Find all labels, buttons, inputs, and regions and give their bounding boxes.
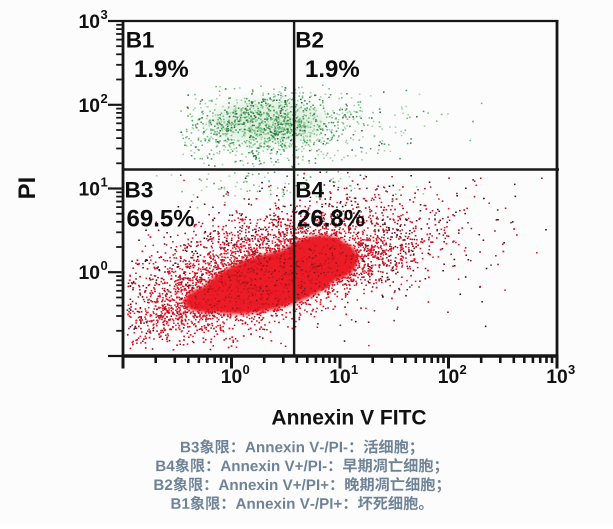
svg-text:1: 1 bbox=[351, 362, 358, 377]
svg-text:10: 10 bbox=[79, 263, 100, 284]
svg-text:1.9%: 1.9% bbox=[305, 56, 360, 83]
svg-text:Annexin V FITC: Annexin V FITC bbox=[271, 407, 426, 430]
svg-text:10: 10 bbox=[221, 367, 242, 388]
svg-text:10: 10 bbox=[79, 180, 100, 201]
svg-text:B1: B1 bbox=[126, 28, 155, 53]
svg-text:2: 2 bbox=[460, 362, 467, 377]
svg-text:PI: PI bbox=[14, 177, 41, 200]
svg-text:3: 3 bbox=[101, 7, 108, 22]
svg-text:1: 1 bbox=[101, 175, 108, 190]
svg-text:10: 10 bbox=[79, 12, 100, 33]
svg-text:69.5%: 69.5% bbox=[127, 206, 195, 233]
svg-text:0: 0 bbox=[101, 258, 108, 273]
svg-text:B3: B3 bbox=[125, 177, 154, 202]
svg-text:10: 10 bbox=[438, 367, 459, 388]
svg-text:10: 10 bbox=[546, 367, 567, 388]
svg-text:1.9%: 1.9% bbox=[134, 56, 189, 83]
svg-text:26.8%: 26.8% bbox=[297, 206, 365, 233]
svg-text:10: 10 bbox=[79, 96, 100, 117]
svg-text:2: 2 bbox=[101, 91, 108, 106]
svg-text:B4: B4 bbox=[295, 177, 324, 202]
svg-text:B2: B2 bbox=[295, 28, 324, 53]
svg-text:0: 0 bbox=[243, 362, 250, 377]
svg-text:3: 3 bbox=[568, 362, 575, 377]
svg-text:10: 10 bbox=[329, 367, 350, 388]
